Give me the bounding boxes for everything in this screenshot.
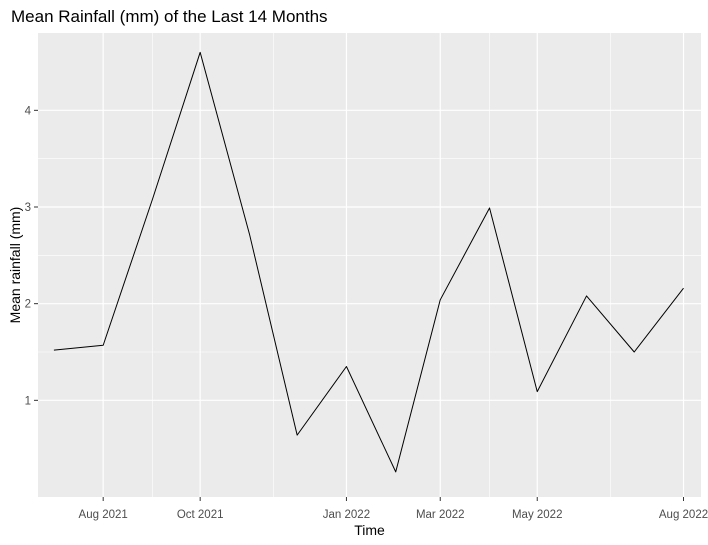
data-point	[199, 51, 202, 54]
chart-title: Mean Rainfall (mm) of the Last 14 Months	[11, 7, 328, 26]
y-tick-label: 3	[25, 202, 31, 214]
y-tick-label: 1	[25, 395, 31, 407]
data-point	[633, 351, 636, 354]
plot-panel	[38, 33, 701, 497]
data-point	[248, 233, 251, 236]
data-point	[536, 390, 539, 393]
x-tick-label: Aug 2021	[79, 509, 128, 521]
y-axis-title: Mean rainfall (mm)	[7, 207, 23, 324]
x-tick-label: Jan 2022	[323, 509, 370, 521]
y-tick-label: 2	[25, 299, 31, 311]
data-point	[488, 206, 491, 209]
major-grid	[38, 33, 701, 497]
data-point	[345, 365, 348, 368]
data-point	[296, 434, 299, 437]
series-line	[53, 51, 684, 473]
y-tick-label: 4	[25, 105, 32, 117]
axis-ticks	[34, 109, 685, 501]
data-point	[682, 287, 685, 290]
x-tick-label: Oct 2021	[177, 509, 224, 521]
data-point	[52, 349, 55, 352]
x-tick-label: Aug 2022	[659, 509, 708, 521]
tick-labels: Aug 2021 Oct 2021 Jan 2022 Mar 2022 May 2022…	[25, 105, 708, 521]
series-layer	[52, 51, 685, 473]
data-point	[394, 470, 397, 473]
x-tick-label: May 2022	[512, 509, 563, 521]
data-point	[439, 298, 442, 301]
data-point	[102, 344, 105, 347]
x-tick-label: Mar 2022	[416, 509, 465, 521]
data-point	[585, 294, 588, 297]
x-axis-title: Time	[354, 522, 385, 538]
data-point	[151, 198, 154, 201]
